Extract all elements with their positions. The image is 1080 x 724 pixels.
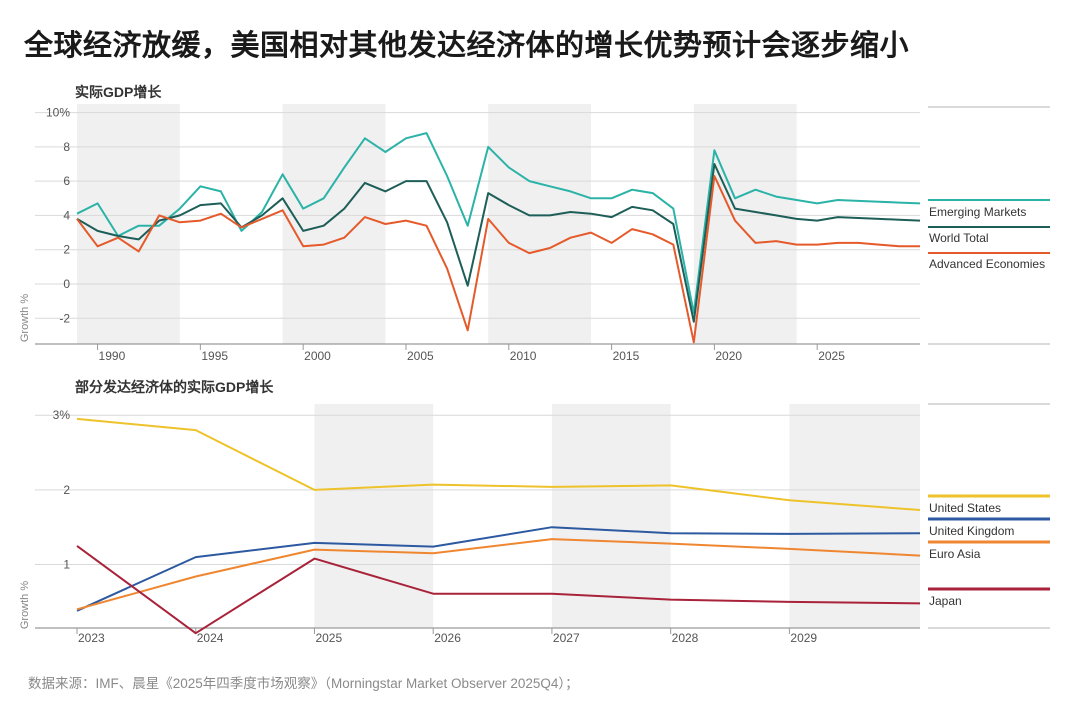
panel1-y-tick-label: 4: [63, 208, 70, 222]
panel2-shaded-band: [314, 404, 434, 628]
panel2-title: 部分发达经济体的实际GDP增长: [75, 379, 274, 395]
panel2-y-tick-label: 1: [63, 558, 70, 572]
panel1-legend-label-world-total: World Total: [929, 231, 989, 245]
panel1-x-tick-label: 2015: [613, 349, 640, 363]
panel1-x-tick-label: 2010: [510, 349, 537, 363]
panel2-shaded-band: [551, 404, 671, 628]
panel1-y-tick-label: 10%: [46, 106, 70, 120]
panel1-y-tick-label: -2: [59, 311, 70, 325]
panel1-y-tick-label: 8: [63, 140, 70, 154]
panel2-series-line-euro-asia: [76, 538, 921, 611]
panel2-series-line-united-kingdom: [76, 526, 921, 612]
panel1-y-tick-label: 2: [63, 243, 70, 257]
panel2-legend-label-united-kingdom: United Kingdom: [929, 524, 1014, 538]
panel1-x-tick-label: 2025: [818, 349, 845, 363]
panel2-legend-label-united-states: United States: [929, 501, 1001, 515]
panel2-x-tick-label: 2023: [78, 631, 105, 645]
panel1-legend-label-emerging-markets: Emerging Markets: [929, 205, 1026, 219]
panel2-x-tick-label: 2026: [434, 631, 461, 645]
panel1-y-tick-label: 6: [63, 174, 70, 188]
panel2-x-tick-label: 2025: [315, 631, 342, 645]
panel1-series-line-emerging-markets: [76, 132, 921, 315]
panel2-legend-label-euro-asia: Euro Asia: [929, 547, 981, 561]
source-note: 数据来源：IMF、晨星《2025年四季度市场观察》（Morningstar Ma…: [28, 676, 579, 691]
panel2-series-line-japan: [76, 545, 921, 635]
panel2-legend-label-japan: Japan: [929, 594, 962, 608]
panel2-series-line-united-states: [76, 417, 921, 511]
panel1-legend-label-advanced-economies: Advanced Economies: [929, 257, 1045, 271]
panel1-x-tick-label: 1995: [201, 349, 228, 363]
panel1-y-tick-label: 0: [63, 277, 70, 291]
panel1-y-axis-label: Growth %: [19, 294, 31, 343]
panel2-x-tick-label: 2029: [790, 631, 817, 645]
panel2-x-tick-label: 2024: [197, 631, 224, 645]
panel1-shaded-band: [77, 104, 180, 344]
panel1-series-line-world-total: [76, 163, 921, 323]
panel2-y-axis-label: Growth %: [19, 581, 31, 630]
panel1-shaded-band: [693, 104, 797, 344]
panel2-y-tick-label: 2: [63, 483, 70, 497]
panel1-shaded-band: [488, 104, 592, 344]
panel2-x-tick-label: 2028: [672, 631, 699, 645]
panel1-x-tick-label: 2020: [715, 349, 742, 363]
panel1-x-tick-label: 2005: [407, 349, 434, 363]
chart-main-title: 全球经济放缓，美国相对其他发达经济体的增长优势预计会逐步缩小: [24, 30, 910, 62]
panel2-plot: 3% 2 1 2023 2024 2025 2026 2027 2028 2029 Growth %…: [19, 403, 1050, 645]
panel2-shaded-band: [789, 404, 920, 628]
panel1-plot: 10% 8 6 4 2 0 -2 1990 1995 2000 2005 2010 2015 2020 20…: [19, 104, 1050, 363]
panel1-series-line-advanced-economies: [76, 175, 920, 344]
panel1-title: 实际GDP增长: [75, 84, 162, 100]
panel1-x-tick-label: 1990: [99, 349, 126, 363]
panel2-y-tick-label: 3%: [53, 408, 71, 422]
panel1-x-tick-label: 2000: [304, 349, 331, 363]
panel2-x-tick-label: 2027: [553, 631, 580, 645]
